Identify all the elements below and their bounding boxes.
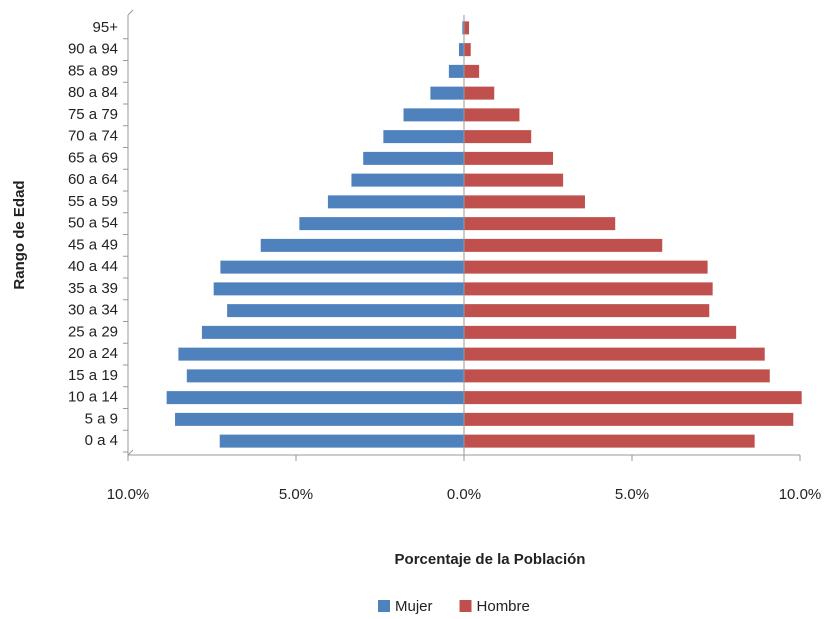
bar (430, 86, 464, 100)
bar (464, 195, 585, 209)
x-tick-label: 0.0% (447, 486, 481, 503)
legend-label: Hombre (477, 598, 530, 615)
bar (351, 173, 464, 187)
bar (166, 391, 464, 405)
bar (464, 173, 564, 187)
bar (464, 108, 520, 122)
bar (186, 369, 465, 383)
legend-label: Mujer (395, 598, 433, 615)
bar (464, 282, 713, 296)
bar (327, 195, 464, 209)
y-tick-label: 25 a 29 (68, 323, 118, 340)
y-tick-label: 35 a 39 (68, 280, 118, 297)
bar (464, 260, 708, 274)
y-tick-label: 95+ (93, 19, 119, 36)
bar (260, 238, 464, 252)
bar (201, 325, 465, 339)
bar (464, 130, 532, 144)
y-tick-label: 55 a 59 (68, 193, 118, 210)
axis-frame (127, 9, 134, 456)
bar (213, 282, 464, 296)
bar (464, 64, 480, 78)
bar (464, 217, 616, 231)
y-tick-label: 10 a 14 (68, 389, 118, 406)
bar (448, 64, 464, 78)
y-tick-label: 80 a 84 (68, 84, 118, 101)
y-tick-label: 90 a 94 (68, 41, 118, 58)
x-tick-label: 10.0% (779, 486, 822, 503)
bar (227, 304, 464, 318)
y-tick-label: 60 a 64 (68, 171, 118, 188)
bar (464, 347, 765, 361)
bar (464, 21, 470, 35)
y-tick-label: 45 a 49 (68, 236, 118, 253)
y-tick-label: 75 a 79 (68, 106, 118, 123)
y-axis-title: Rango de Edad (11, 180, 28, 289)
bar (175, 412, 465, 426)
y-tick-label: 65 a 69 (68, 149, 118, 166)
x-tick-label: 5.0% (279, 486, 313, 503)
bar (178, 347, 464, 361)
bar (299, 217, 464, 231)
legend-swatch (378, 600, 390, 612)
bar (220, 260, 464, 274)
y-tick-label: 5 a 9 (85, 410, 118, 427)
bar (464, 238, 663, 252)
y-tick-label: 85 a 89 (68, 62, 118, 79)
bar (464, 43, 471, 57)
x-tick-label: 10.0% (107, 486, 150, 503)
y-tick-label: 50 a 54 (68, 215, 118, 232)
bar (219, 434, 464, 448)
y-tick-label: 70 a 74 (68, 128, 118, 145)
bar (464, 434, 755, 448)
y-tick-label: 40 a 44 (68, 258, 118, 275)
bar (464, 325, 737, 339)
bar (464, 412, 794, 426)
bar (464, 151, 554, 165)
bar (464, 369, 770, 383)
x-tick-label: 5.0% (615, 486, 649, 503)
bar (403, 108, 464, 122)
y-tick-label: 20 a 24 (68, 345, 118, 362)
bar (462, 21, 464, 35)
bar (363, 151, 464, 165)
bar (464, 86, 495, 100)
y-tick-label: 30 a 34 (68, 302, 118, 319)
bar (464, 304, 710, 318)
bar (458, 43, 464, 57)
x-axis-title: Porcentaje de la Población (395, 551, 586, 568)
y-tick-label: 15 a 19 (68, 367, 118, 384)
bar (464, 391, 802, 405)
y-tick-label: 0 a 4 (85, 432, 118, 449)
legend-swatch (459, 600, 472, 612)
bar (383, 130, 464, 144)
